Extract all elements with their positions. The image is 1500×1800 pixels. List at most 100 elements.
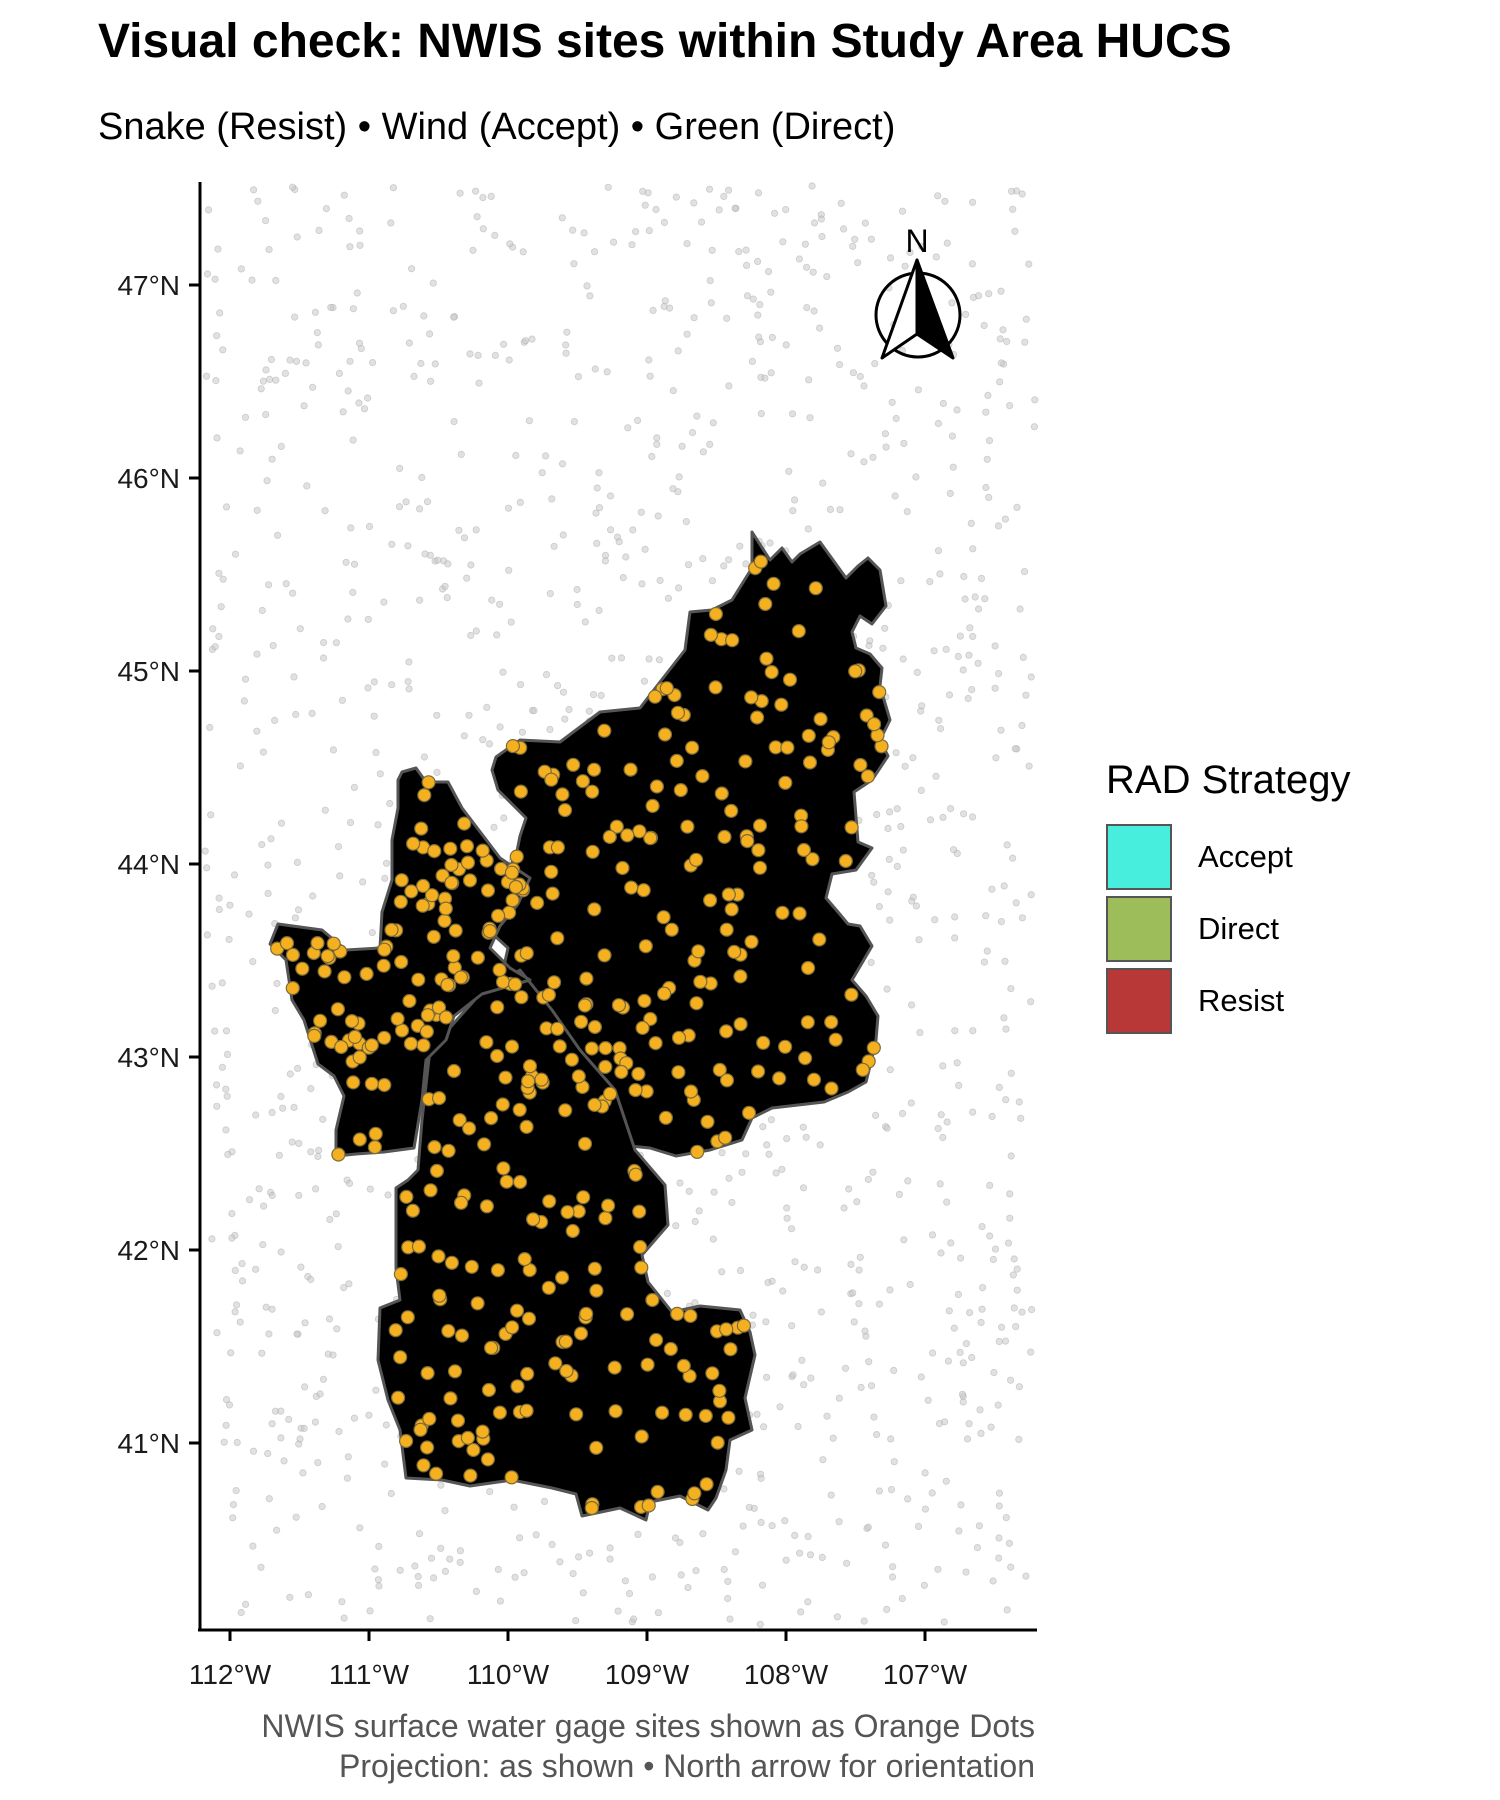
background-site-point [978,1284,987,1292]
background-site-point [766,539,774,547]
background-site-point [672,1222,680,1230]
nwis-site-point [717,829,732,845]
background-site-point [467,561,475,569]
nwis-site-point [712,1383,727,1398]
background-site-point [207,811,215,819]
background-site-point [946,489,954,498]
background-site-point [525,417,534,425]
nwis-site-point [579,1306,594,1322]
background-site-point [735,1467,743,1475]
background-site-point [971,593,979,601]
nwis-site-point [778,775,793,790]
background-site-point [913,668,921,677]
background-site-point [951,934,959,942]
nwis-site-point [416,1038,431,1053]
background-site-point [671,1534,680,1542]
background-site-point [959,1398,967,1406]
background-site-point [215,632,223,641]
nwis-site-point [421,775,436,790]
nwis-site-point [712,1062,727,1078]
background-site-point [985,290,993,298]
background-site-point [785,467,793,475]
background-site-point [959,666,967,674]
nwis-site-point [659,681,674,696]
background-site-point [319,1375,328,1383]
background-site-point [1022,315,1030,323]
background-site-point [782,341,790,349]
nwis-site-point [490,1000,505,1015]
background-site-point [455,526,463,534]
background-site-point [1022,691,1030,699]
background-site-point [269,641,277,650]
background-site-point [595,469,603,477]
nwis-site-point [796,842,812,858]
nwis-site-point [736,1318,752,1333]
background-site-point [621,1577,630,1585]
nwis-site-point [636,883,651,898]
nwis-site-point [657,727,673,742]
nwis-site-point [427,1139,442,1155]
background-site-point [395,503,404,511]
nwis-site-point [708,680,723,695]
background-site-point [265,375,274,383]
background-site-point [237,1608,245,1617]
nwis-site-point [753,554,769,569]
background-site-point [934,419,943,428]
background-site-point [954,1290,963,1299]
background-site-point [241,675,250,683]
nwis-site-point [479,1035,494,1050]
background-site-point [726,1615,734,1623]
background-site-point [1004,1239,1013,1247]
nwis-site-point [821,735,836,750]
background-site-point [833,344,842,352]
background-site-point [767,288,775,296]
background-site-point [955,1081,963,1090]
background-site-point [374,1576,382,1584]
background-site-point [345,214,353,223]
background-site-point [900,1236,908,1244]
background-site-point [738,1168,746,1176]
background-site-point [795,1549,804,1557]
nwis-site-point [544,772,559,787]
background-site-point [708,246,716,254]
background-site-point [1003,1606,1011,1614]
background-site-point [414,1581,423,1590]
background-site-point [809,268,817,276]
background-site-point [350,783,358,792]
background-site-point [309,892,317,900]
background-site-point [214,245,222,253]
nwis-site-point [615,860,630,876]
background-site-point [881,1541,890,1549]
background-site-point [344,1453,352,1461]
background-site-point [279,1104,287,1112]
nwis-site-point [585,844,600,859]
background-site-point [606,1555,614,1563]
background-site-point [622,553,630,561]
background-site-point [225,935,233,944]
nwis-site-point [645,798,660,814]
nwis-site-point [576,1190,591,1205]
nwis-site-point [602,1086,618,1101]
background-site-point [1001,957,1009,965]
background-site-point [790,496,799,504]
nwis-site-point [352,1132,367,1147]
nwis-site-point [463,1468,478,1483]
background-site-point [277,1407,285,1415]
nwis-site-point [440,977,455,993]
background-site-point [425,330,434,338]
background-site-point [486,1488,494,1496]
background-site-point [213,1102,221,1110]
background-site-point [837,199,845,207]
nwis-site-point [429,1466,444,1481]
legend-item-resist: Resist [1106,965,1351,1037]
nwis-site-point [541,987,557,1003]
nwis-site-point [752,860,768,875]
nwis-site-point [460,1430,475,1446]
background-site-point [1012,1323,1020,1331]
background-site-point [976,1406,984,1414]
background-site-point [931,916,939,924]
nwis-site-point [388,1323,403,1338]
background-site-point [570,260,578,268]
background-site-point [1009,205,1017,213]
background-site-point [293,1064,302,1073]
